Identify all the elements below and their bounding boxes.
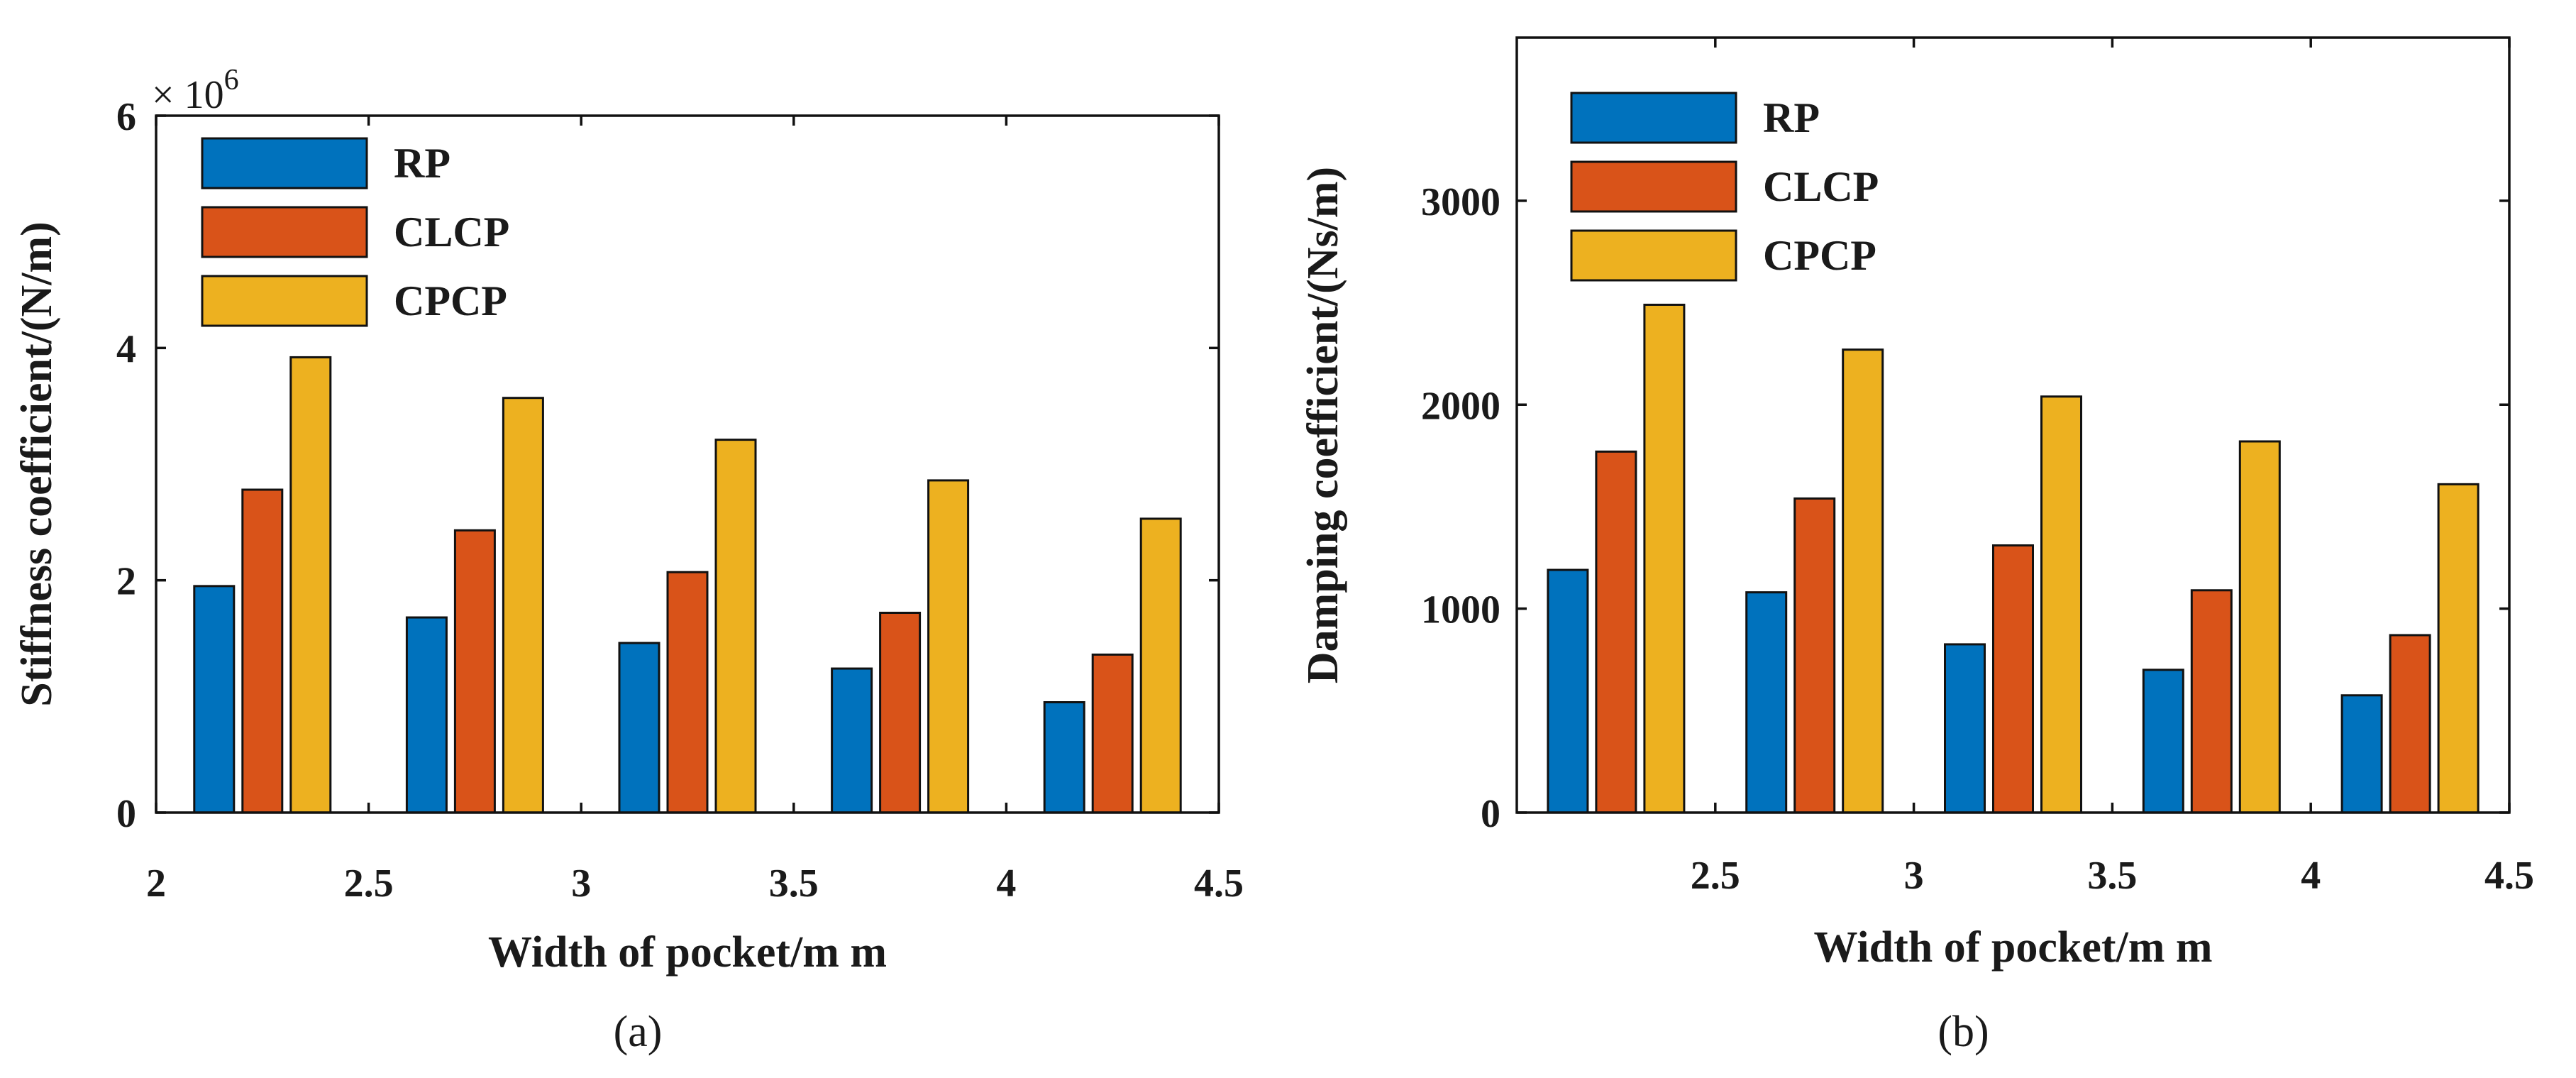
bar-cpcp-1 xyxy=(502,397,544,814)
y-exponent-power: 6 xyxy=(224,64,239,97)
bar-rp-2 xyxy=(1944,643,1986,814)
x-tick-label: 3 xyxy=(1904,854,1924,898)
x-tick-label: 4.5 xyxy=(1194,862,1244,906)
legend-label-clcp: CLCP xyxy=(1763,163,1879,210)
y-exponent-label: × 106 xyxy=(152,64,239,117)
panel-label: (a) xyxy=(614,1008,663,1056)
bar-clcp-1 xyxy=(1793,497,1836,814)
bar-rp-1 xyxy=(1745,591,1788,814)
bar-rp-0 xyxy=(193,585,236,814)
x-tick-label: 3.5 xyxy=(2087,854,2137,898)
y-axis-label: Damping coefficient/(Ns/m) xyxy=(1299,167,1347,683)
bar-cpcp-3 xyxy=(927,479,970,814)
y-tick-label: 4 xyxy=(116,327,136,371)
x-tick-label: 2 xyxy=(146,862,166,906)
x-tick-label: 4 xyxy=(996,862,1016,906)
bar-cpcp-0 xyxy=(289,356,332,814)
legend-label-rp: RP xyxy=(394,140,450,187)
bar-clcp-1 xyxy=(453,529,496,814)
bar-rp-2 xyxy=(618,642,660,814)
axes-frame xyxy=(1515,36,2511,814)
panel-label: (b) xyxy=(1937,1008,1989,1056)
bar-clcp-2 xyxy=(1992,544,2034,814)
y-tick-label: 2 xyxy=(116,560,136,604)
legend-swatch-cpcp xyxy=(1570,229,1737,282)
legend-label-cpcp: CPCP xyxy=(394,277,507,324)
bar-clcp-3 xyxy=(2190,589,2233,814)
y-tick-label: 0 xyxy=(1481,792,1500,836)
bar-clcp-4 xyxy=(2389,634,2431,814)
legend-swatch-rp xyxy=(201,137,368,189)
x-tick-label: 2.5 xyxy=(344,862,394,906)
bar-clcp-2 xyxy=(666,571,709,814)
bar-rp-4 xyxy=(2340,694,2383,814)
bar-cpcp-0 xyxy=(1643,303,1686,814)
bar-rp-1 xyxy=(405,616,448,814)
y-axis-label: Stiffness coefficient/(N/m) xyxy=(13,221,61,707)
x-tick-label: 4.5 xyxy=(2484,854,2534,898)
x-axis-label: Width of pocket/m m xyxy=(488,928,887,977)
bar-clcp-0 xyxy=(1595,450,1637,814)
y-tick-label: 0 xyxy=(116,792,136,836)
y-tick-label: 3000 xyxy=(1421,180,1500,224)
bar-clcp-3 xyxy=(879,611,922,814)
legend-label-rp: RP xyxy=(1763,94,1820,141)
x-tick-label: 3 xyxy=(571,862,591,906)
axes-frame xyxy=(155,114,1220,814)
x-tick-label: 4 xyxy=(2301,854,2321,898)
bar-rp-3 xyxy=(2142,669,2184,814)
bar-clcp-4 xyxy=(1091,653,1134,814)
bar-cpcp-2 xyxy=(714,439,757,814)
bar-cpcp-2 xyxy=(2040,395,2082,814)
bar-rp-4 xyxy=(1043,701,1085,814)
x-tick-label: 2.5 xyxy=(1691,854,1740,898)
legend-label-clcp: CLCP xyxy=(394,209,509,255)
bar-rp-3 xyxy=(831,667,873,814)
bar-clcp-0 xyxy=(241,488,284,814)
bar-cpcp-1 xyxy=(1842,348,1884,814)
bar-cpcp-4 xyxy=(1139,517,1182,814)
chart-panel-b: 2.5 3 3.5 4 4.5 0 1000 2000 3000 Width of pocket/… xyxy=(1299,36,2534,1056)
y-tick-label: 1000 xyxy=(1421,588,1500,632)
bar-cpcp-4 xyxy=(2437,483,2480,814)
legend-swatch-clcp xyxy=(1570,160,1737,213)
legend-swatch-rp xyxy=(1570,92,1737,144)
bar-rp-0 xyxy=(1547,568,1589,814)
legend-label-cpcp: CPCP xyxy=(1763,232,1876,279)
x-axis-label: Width of pocket/m m xyxy=(1813,923,2212,972)
x-tick-label: 3.5 xyxy=(769,862,819,906)
legend-swatch-clcp xyxy=(201,206,368,258)
y-tick-label: 2000 xyxy=(1421,384,1500,428)
y-tick-label: 6 xyxy=(116,95,136,139)
legend-swatch-cpcp xyxy=(201,275,368,327)
bar-cpcp-3 xyxy=(2238,440,2281,814)
